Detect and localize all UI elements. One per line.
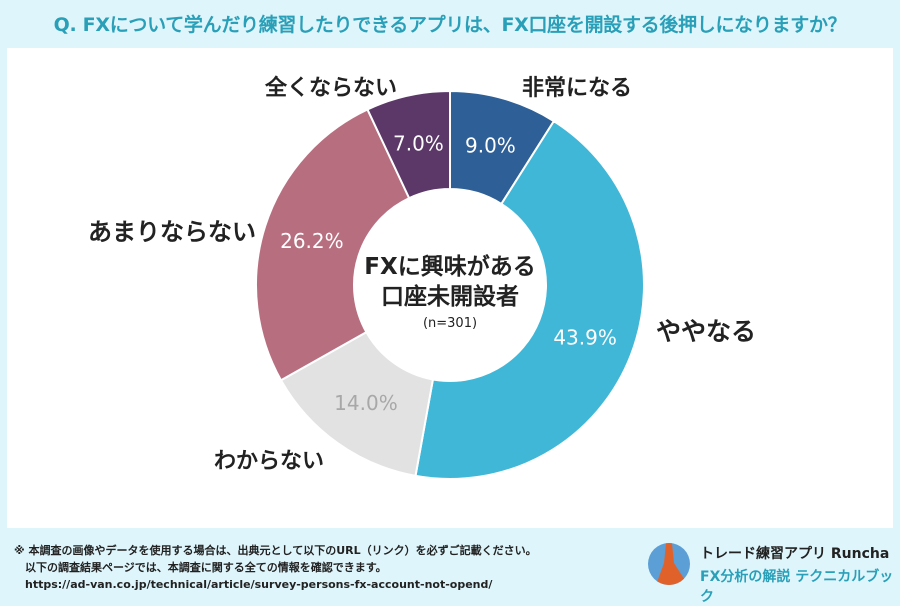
note-line-2: 以下の調査結果ページでは、本調査に関する全ての情報を確認できます。 [14, 561, 387, 574]
category-label-1: ややなる [656, 317, 757, 346]
donut-slice-3 [255, 108, 411, 382]
category-label-0: 非常になる [522, 76, 633, 101]
source-url[interactable]: https://ad-van.co.jp/technical/article/s… [14, 578, 493, 591]
brand-line-2: FX分析の解説 テクニカルブック [700, 569, 894, 605]
usage-note: ※ 本調査の画像やデータを使用する場合は、出典元として以下のURL（リンク）を必… [14, 542, 537, 593]
value-label-4: 7.0% [393, 131, 444, 155]
category-label-2: わからない [214, 449, 325, 474]
brand-line-1: トレード練習アプリ Runcha [700, 546, 890, 562]
center-label: FXに興味がある 口座未開設者 (n=301) [350, 252, 550, 331]
center-line-1: FXに興味がある [364, 254, 536, 280]
center-line-2: 口座未開設者 [381, 284, 519, 310]
category-label-3: あまりならない [88, 218, 256, 246]
donut-slice-1 [414, 119, 645, 480]
value-label-0: 9.0% [465, 134, 516, 158]
value-label-2: 14.0% [334, 391, 398, 415]
question-title: Q. FXについて学んだり練習したりできるアプリは、FX口座を開設する後押しにな… [53, 14, 847, 36]
value-label-1: 43.9% [553, 326, 617, 350]
donut-slice-4 [366, 89, 451, 200]
note-line-1: ※ 本調査の画像やデータを使用する場合は、出典元として以下のURL（リンク）を必… [14, 544, 537, 557]
category-label-4: 全くならない [265, 76, 398, 101]
sample-size: (n=301) [422, 316, 478, 331]
runcha-logo [648, 543, 690, 585]
value-label-3: 26.2% [280, 229, 344, 253]
